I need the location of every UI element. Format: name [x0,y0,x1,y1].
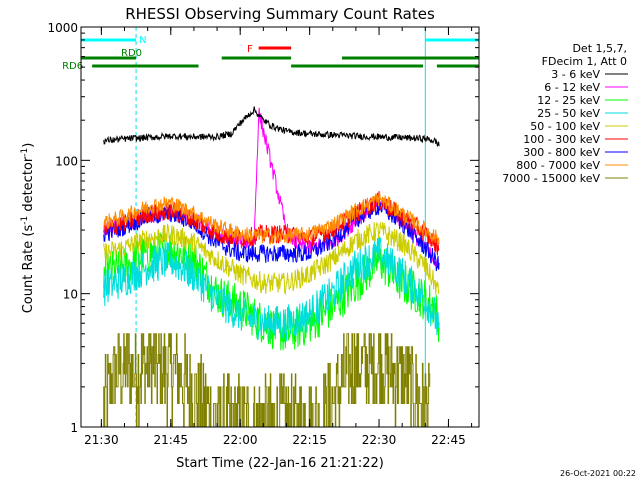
series-line-8 [103,333,431,428]
x-axis-label: Start Time (22-Jan-16 21:21:22) [176,456,384,471]
x-tick-label-5: 22:45 [431,433,466,447]
chart-title: RHESSI Observing Summary Count Rates [125,5,435,23]
plot-frame [80,26,480,428]
legend-label-1: 6 - 12 keV [544,81,600,94]
status-bar-label-1: F [247,44,253,55]
series-line-7 [103,191,440,246]
x-tick-label-2: 22:00 [223,433,258,447]
series-line-3 [103,236,440,342]
y-axis-label-sup2: -1 [20,148,30,157]
legend-label-5: 100 - 300 keV [523,133,600,146]
plot-area [103,27,440,428]
x-tick-label-4: 22:30 [362,433,397,447]
status-bar-label-3: RD6 [62,61,83,72]
footer-timestamp: 26-Oct-2021 00:22 [560,469,636,478]
y-axis: 1 10 100 1000 [47,21,479,435]
x-tick-label-0: 21:30 [84,433,119,447]
status-bar-label-0: N [139,35,146,46]
y-tick-label-3: 1000 [47,21,78,35]
y-axis-label-sup1: -1 [20,216,30,225]
x-axis: 21:30 21:45 22:00 22:15 22:30 22:45 [84,27,473,447]
legend-header-0: Det 1,5,7, [572,42,627,55]
x-tick-label-3: 22:15 [292,433,327,447]
legend-label-3: 25 - 50 keV [537,107,600,120]
legend-label-6: 300 - 800 keV [523,146,600,159]
y-tick-label-1: 10 [63,288,78,302]
legend-header-1: FDecim 1, Att 0 [542,55,627,68]
legend-label-7: 800 - 7000 keV [516,159,600,172]
status-bar-label-2: RD0 [121,48,142,59]
y-axis-label-main: Count Rate (s [21,225,36,314]
legend-label-2: 12 - 25 keV [537,94,600,107]
x-tick-label-1: 21:45 [153,433,188,447]
y-tick-label-2: 100 [55,154,78,168]
legend-label-0: 3 - 6 keV [551,68,600,81]
y-axis-label: Count Rate (s-1 detector-1) [20,143,36,314]
y-axis-label-mid: detector [21,156,36,216]
y-tick-label-0: 1 [70,421,78,435]
legend-label-8: 7000 - 15000 keV [502,172,600,185]
status-bars: N F RD0 RD6 [62,35,479,72]
series-line-4 [103,221,440,296]
y-axis-label-end: ) [21,143,36,148]
legend-label-4: 50 - 100 keV [530,120,600,133]
series-line-0 [103,106,440,147]
